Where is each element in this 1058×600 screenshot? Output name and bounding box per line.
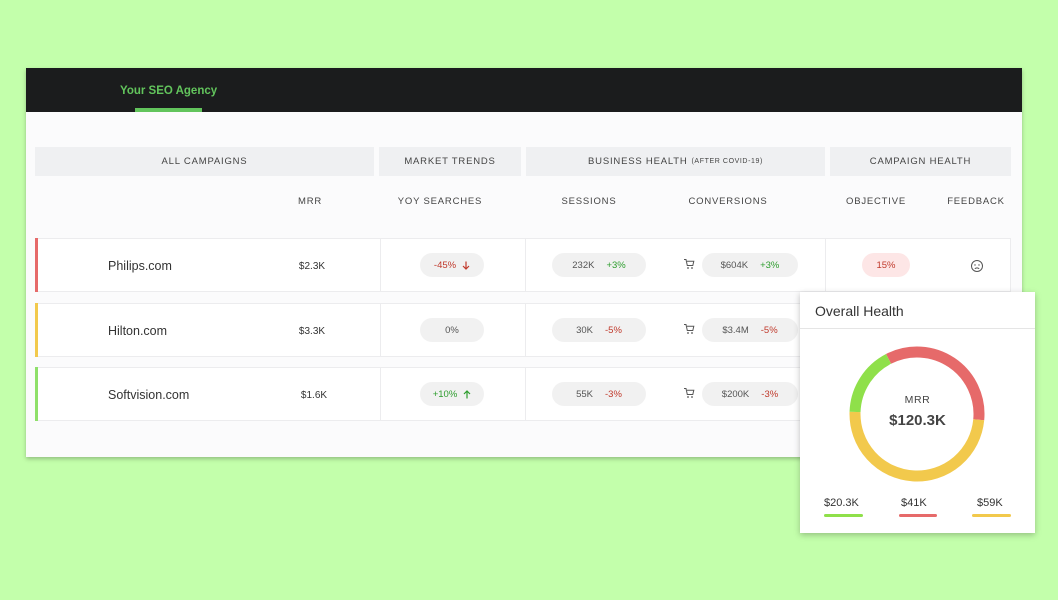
group-campaign-health: CAMPAIGN HEALTH — [830, 147, 1011, 176]
sessions-pill: 55K -3% — [552, 382, 646, 406]
group-business-health-label: BUSINESS HEALTH — [588, 156, 688, 167]
column-header-feedback[interactable]: FEEDBACK — [947, 196, 1005, 207]
group-market-trends-label: MARKET TRENDS — [404, 156, 496, 167]
legend-swatch-red — [899, 514, 937, 517]
legend-value-green: $20.3K — [824, 497, 859, 509]
overall-health-title: Overall Health — [815, 303, 904, 319]
donut-segment-red — [886, 346, 985, 421]
group-market-trends: MARKET TRENDS — [379, 147, 521, 176]
campaign-name[interactable]: Hilton.com — [108, 324, 168, 338]
legend-value-red: $41K — [901, 497, 927, 509]
conversions-pill: $604K +3% — [702, 253, 798, 277]
legend-swatch-yellow — [972, 514, 1011, 517]
sad-face-icon[interactable] — [970, 259, 984, 273]
donut-center-value: $120.3K — [889, 412, 946, 429]
objective-badge: 15% — [862, 253, 910, 277]
arrow-down-icon — [462, 261, 470, 270]
table-row[interactable]: Philips.com $2.3K -45% 232K +3% $604K +3… — [35, 238, 1011, 292]
column-divider — [525, 304, 526, 356]
donut-segment-yellow — [849, 411, 985, 482]
sessions-change: -3% — [605, 388, 622, 400]
column-divider — [380, 239, 381, 291]
yoy-searches-value: -45% — [433, 259, 457, 271]
sessions-change: -5% — [605, 324, 622, 336]
row-status-accent — [35, 238, 38, 292]
sessions-value: 232K — [572, 259, 595, 271]
cart-icon — [684, 388, 695, 398]
row-status-accent — [35, 303, 38, 357]
conversions-value: $200K — [721, 388, 750, 400]
legend-swatch-green — [824, 514, 863, 517]
column-header-objective[interactable]: OBJECTIVE — [846, 196, 906, 207]
column-header-mrr[interactable]: MRR — [297, 196, 323, 207]
group-campaign-health-label: CAMPAIGN HEALTH — [869, 156, 972, 167]
row-status-accent — [35, 367, 38, 421]
cart-icon — [684, 324, 695, 334]
mrr-donut-chart — [849, 346, 985, 482]
sessions-value: 55K — [576, 388, 593, 400]
group-all-campaigns: ALL CAMPAIGNS — [35, 147, 374, 176]
sessions-pill: 30K -5% — [552, 318, 646, 342]
conversions-value: $604K — [720, 259, 749, 271]
group-business-health-note: (AFTER COVID-19) — [691, 158, 763, 165]
donut-segment-green — [849, 354, 892, 413]
legend-value-yellow: $59K — [977, 497, 1003, 509]
column-header-sessions[interactable]: SESSIONS — [561, 196, 617, 207]
overall-health-card: Overall Health MRR $120.3K $20.3K $41K $… — [800, 292, 1035, 533]
column-divider — [825, 239, 826, 291]
campaign-name[interactable]: Softvision.com — [108, 388, 190, 402]
objective-value: 15% — [876, 259, 896, 271]
agency-tab[interactable]: Your SEO Agency — [120, 85, 218, 97]
yoy-searches-value: 0% — [445, 324, 459, 336]
conversions-pill: $200K -3% — [702, 382, 798, 406]
column-header-conversions[interactable]: CONVERSIONS — [688, 196, 768, 207]
column-divider — [380, 368, 381, 420]
yoy-searches-value: +10% — [432, 388, 458, 400]
sessions-change: +3% — [606, 259, 626, 271]
column-divider — [525, 239, 526, 291]
conversions-pill: $3.4M -5% — [702, 318, 798, 342]
arrow-up-icon — [463, 389, 471, 398]
sessions-pill: 232K +3% — [552, 253, 646, 277]
group-all-campaigns-label: ALL CAMPAIGNS — [161, 156, 248, 167]
conversions-value: $3.4M — [722, 324, 749, 336]
campaign-mrr: $2.3K — [298, 261, 326, 272]
column-divider — [525, 368, 526, 420]
column-divider — [380, 304, 381, 356]
cart-icon — [684, 259, 695, 269]
yoy-searches-pill: -45% — [420, 253, 484, 277]
campaign-mrr: $1.6K — [300, 390, 328, 401]
conversions-change: -5% — [760, 324, 778, 336]
sessions-value: 30K — [576, 324, 593, 336]
conversions-change: -3% — [761, 388, 779, 400]
campaign-mrr: $3.3K — [298, 326, 326, 337]
conversions-change: +3% — [760, 259, 780, 271]
yoy-searches-pill: 0% — [420, 318, 484, 342]
card-divider — [800, 328, 1035, 329]
group-business-health: BUSINESS HEALTH (AFTER COVID-19) — [526, 147, 825, 176]
active-tab-indicator — [135, 108, 202, 112]
donut-center-label: MRR — [904, 394, 931, 406]
top-bar: Your SEO Agency — [26, 68, 1022, 112]
campaign-name[interactable]: Philips.com — [108, 259, 172, 273]
yoy-searches-pill: +10% — [420, 382, 484, 406]
column-header-yoy-searches[interactable]: YOY SEARCHES — [397, 196, 483, 207]
